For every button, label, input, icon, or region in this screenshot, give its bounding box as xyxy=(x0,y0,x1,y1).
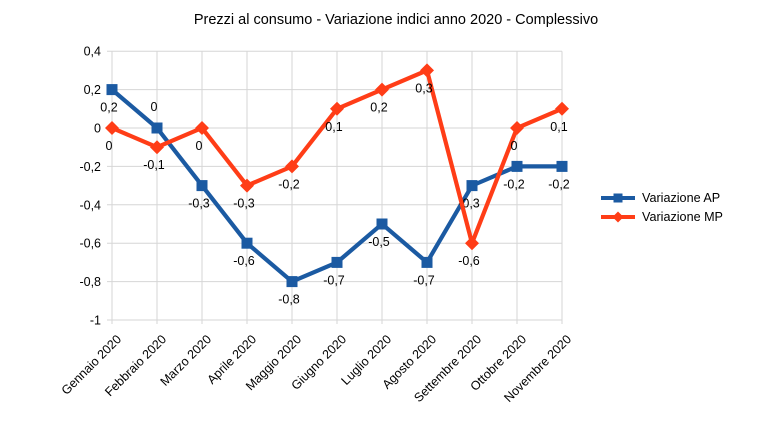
data-point-marker xyxy=(106,84,118,96)
y-axis-tick-label: -0,4 xyxy=(79,198,101,212)
data-label: -0,6 xyxy=(233,254,255,268)
data-label: -0,6 xyxy=(458,254,480,268)
data-label: -0,7 xyxy=(413,273,435,287)
data-label: -0,7 xyxy=(323,273,345,287)
data-point-marker xyxy=(196,180,208,192)
chart-title: Prezzi al consumo - Variazione indici an… xyxy=(193,12,599,28)
data-label: -0,2 xyxy=(503,177,525,191)
data-point-marker xyxy=(286,276,298,288)
data-label: 0 xyxy=(511,139,518,153)
data-label: 0,1 xyxy=(550,120,567,134)
data-point-marker xyxy=(465,236,479,251)
data-label: 0,3 xyxy=(415,81,432,95)
data-point-marker xyxy=(421,256,433,268)
series-variazione-mp: 0 -0,1 0 -0,3 -0,2 0,1 0,2 0,3 -0,6 0 0,1 xyxy=(105,63,569,268)
data-point-marker xyxy=(285,159,299,174)
data-point-marker xyxy=(105,121,119,135)
data-point-marker xyxy=(510,121,524,135)
data-label: -0,3 xyxy=(188,197,210,211)
legend: Variazione AP Variazione MP xyxy=(600,191,723,224)
data-point-marker xyxy=(150,140,164,155)
legend-item-variazione-mp: Variazione MP xyxy=(600,210,723,224)
data-label: 0,1 xyxy=(325,120,342,134)
series-variazione-ap: 0,2 0 -0,3 -0,6 -0,8 -0,7 -0,5 -0,7 -0,3 -0,2 -0,2 xyxy=(100,84,570,307)
data-label: -0,2 xyxy=(548,177,570,191)
data-point-marker xyxy=(240,178,254,193)
data-labels: 0 -0,1 0 -0,3 -0,2 0,1 0,2 0,3 -0,6 0 0,1 xyxy=(106,81,568,268)
data-point-marker xyxy=(555,101,569,116)
data-label: -0,5 xyxy=(368,235,390,249)
legend-label-ap: Variazione AP xyxy=(642,191,721,205)
data-point-marker xyxy=(466,180,478,192)
legend-line-square-icon xyxy=(601,193,635,203)
gridlines xyxy=(107,50,563,324)
data-labels: 0,2 0 -0,3 -0,6 -0,8 -0,7 -0,5 -0,7 -0,3 -0,2 -0,2 xyxy=(100,100,570,307)
data-point-marker xyxy=(331,256,343,268)
data-label: -0,8 xyxy=(278,293,300,307)
data-point-marker xyxy=(151,122,163,134)
legend-label-mp: Variazione MP xyxy=(642,210,723,224)
data-label: 0,2 xyxy=(100,101,117,115)
legend-line-diamond-icon xyxy=(601,211,635,223)
data-point-marker xyxy=(420,63,434,78)
data-point-marker xyxy=(375,82,389,97)
data-point-marker xyxy=(511,160,523,172)
legend-item-variazione-ap: Variazione AP xyxy=(600,191,723,205)
data-label: 0 xyxy=(151,100,158,114)
y-axis-tick-label: -0,2 xyxy=(79,160,101,174)
y-axis-tick-label: 0,2 xyxy=(84,83,101,97)
data-label: -0,3 xyxy=(233,197,255,211)
data-point-marker xyxy=(376,218,388,230)
y-axis-tick-label: -0,8 xyxy=(79,275,101,289)
y-axis-tick-label: -1 xyxy=(90,314,101,328)
data-point-marker xyxy=(330,101,344,116)
y-axis: 0,4 0,2 0 -0,2 -0,4 -0,6 -0,8 -1 xyxy=(79,45,101,328)
data-label: 0 xyxy=(106,139,113,153)
data-label: -0,1 xyxy=(143,158,165,172)
data-point-marker xyxy=(556,160,568,172)
data-point-marker xyxy=(195,121,209,135)
y-axis-tick-label: 0 xyxy=(94,122,101,136)
y-axis-tick-label: 0,4 xyxy=(84,45,101,59)
data-label: 0 xyxy=(196,139,203,153)
y-axis-tick-label: -0,6 xyxy=(79,237,101,251)
data-point-marker xyxy=(241,237,253,249)
data-label: -0,2 xyxy=(278,177,300,191)
data-label: 0,2 xyxy=(370,101,387,115)
